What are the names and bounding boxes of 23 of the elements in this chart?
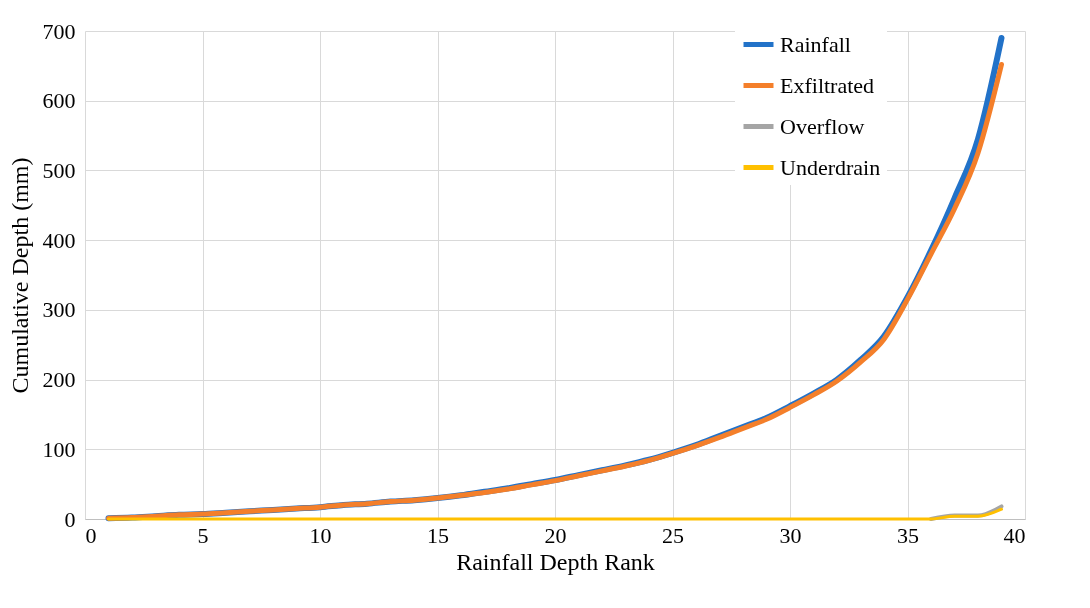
y-tick-label: 100 [42,436,76,462]
y-tick-label: 200 [42,367,76,393]
y-tick-label: 600 [42,88,76,114]
x-tick-label: 0 [85,522,97,548]
x-tick-label: 15 [427,522,449,548]
x-tick-label: 5 [197,522,209,548]
legend-label: Underdrain [780,154,881,180]
x-tick-label: 25 [662,522,684,548]
legend-label: Overflow [780,113,865,139]
x-tick-label: 20 [544,522,567,548]
y-tick-label: 700 [42,18,76,44]
x-tick-label: 40 [1003,522,1026,548]
x-axis-title: Rainfall Depth Rank [456,548,655,575]
x-tick-label: 35 [897,522,919,548]
y-tick-label: 400 [42,227,76,253]
y-tick-label: 500 [42,157,76,183]
legend-label: Rainfall [780,31,851,57]
y-axis-title: Cumulative Depth (mm) [6,157,33,394]
x-tick-label: 10 [309,522,332,548]
legend-label: Exfiltrated [780,72,875,98]
y-tick-label: 300 [42,297,76,323]
y-tick-label: 0 [64,506,76,532]
x-tick-label: 30 [779,522,802,548]
